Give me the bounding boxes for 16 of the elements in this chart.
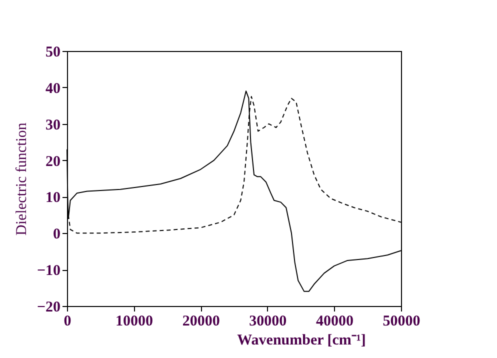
- y-tick-label: −20: [36, 300, 60, 316]
- y-axis-title: Dielectric function: [14, 122, 30, 236]
- y-tick-label: 10: [46, 190, 60, 206]
- y-tick-label: 0: [53, 226, 60, 243]
- x-tick-label: 30000: [249, 314, 287, 330]
- x-axis-title: Wavenumber [cm⁻¹]: [237, 332, 366, 348]
- x-tick-label: 20000: [182, 314, 220, 330]
- y-tick-label: −10: [36, 263, 60, 280]
- y-tick-label: 20: [46, 154, 60, 170]
- y-tick-label: 40: [46, 80, 60, 97]
- x-tick-label: 10000: [116, 314, 154, 330]
- x-tick-label: 50000: [382, 314, 420, 330]
- x-tick-label: 40000: [316, 314, 354, 330]
- x-tick-label: 0: [64, 314, 72, 330]
- y-tick-label: 50: [46, 44, 60, 60]
- y-tick-label: 30: [46, 117, 60, 134]
